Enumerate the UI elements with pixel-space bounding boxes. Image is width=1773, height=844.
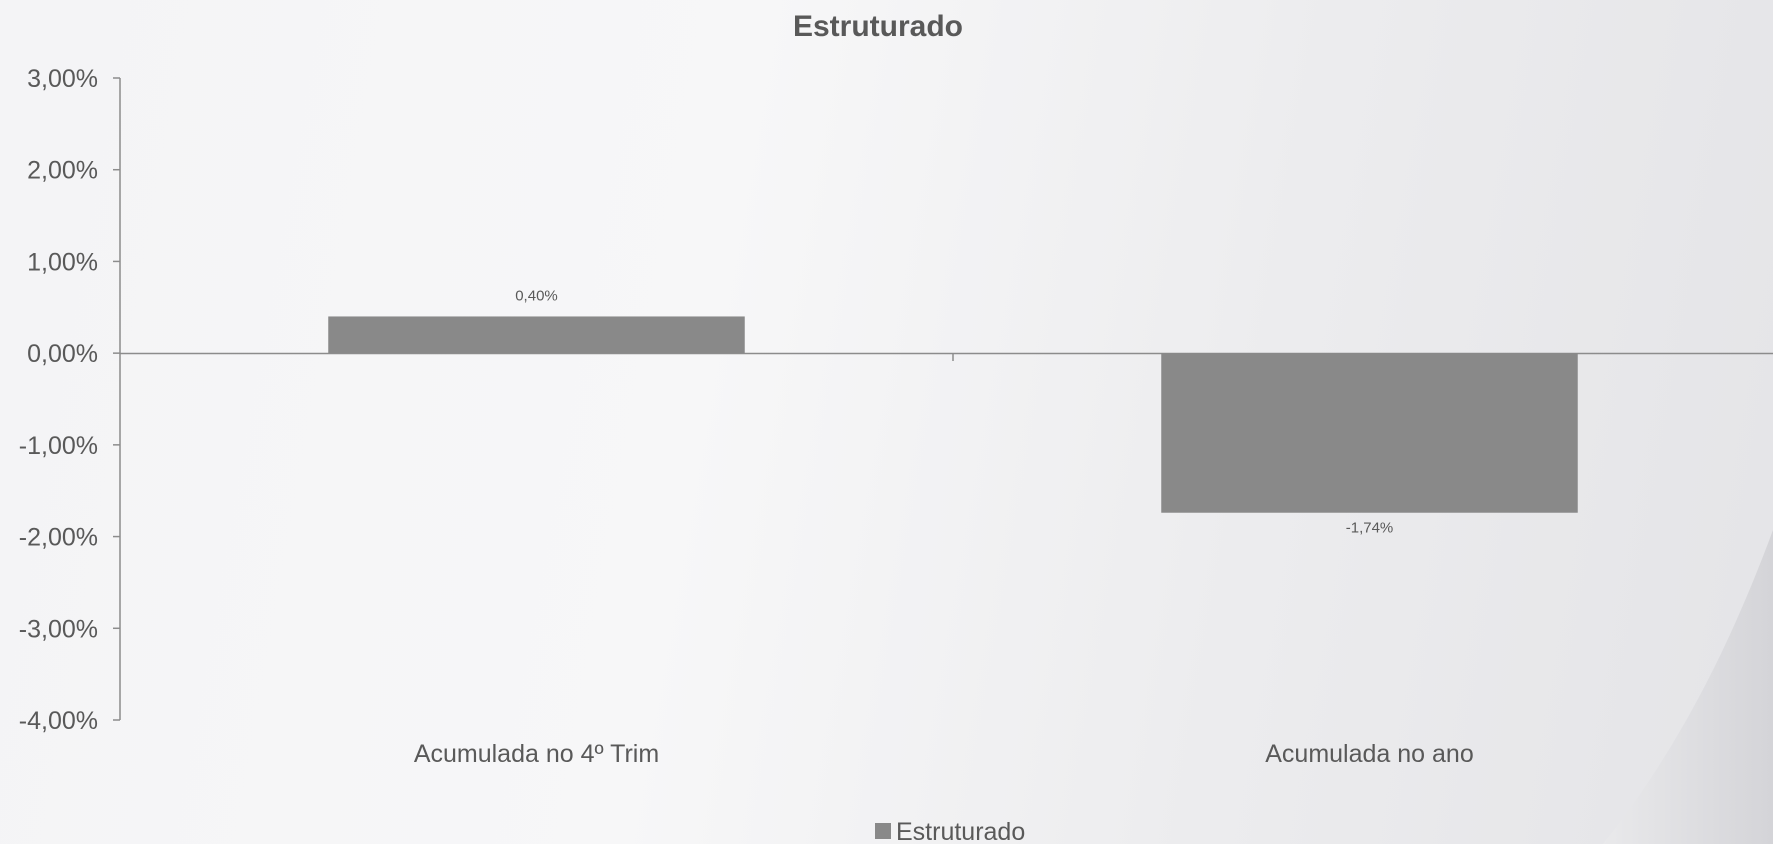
y-tick-label: -4,00% [19, 707, 98, 735]
category-label: Acumulada no ano [1265, 740, 1473, 768]
y-tick-label: -2,00% [19, 524, 98, 552]
data-label: 0,40% [515, 287, 558, 304]
y-tick-label: -3,00% [19, 615, 98, 643]
bars [328, 316, 1578, 513]
y-tick-label: 1,00% [27, 248, 98, 276]
data-label: -1,74% [1346, 520, 1394, 537]
data-labels: 0,40% -1,74% [515, 287, 1393, 536]
y-tick-label: 2,00% [27, 157, 98, 185]
category-label: Acumulada no 4º Trim [414, 740, 659, 768]
background-swoosh [1603, 530, 1773, 844]
category-labels: Acumulada no 4º Trim Acumulada no ano [414, 740, 1474, 768]
y-tick-label: 3,00% [27, 65, 98, 93]
y-tick-label: 0,00% [27, 340, 98, 368]
chart-title: Estruturado [793, 10, 963, 43]
y-axis-ticks: 3,00% 2,00% 1,00% 0,00% -1,00% -2,00% -3,00% -4… [19, 65, 120, 735]
legend-swatch [875, 823, 891, 839]
legend: Estruturado [875, 818, 1025, 844]
legend-label: Estruturado [896, 818, 1025, 844]
bar [1161, 353, 1578, 513]
y-tick-label: -1,00% [19, 432, 98, 460]
bar [328, 316, 745, 354]
